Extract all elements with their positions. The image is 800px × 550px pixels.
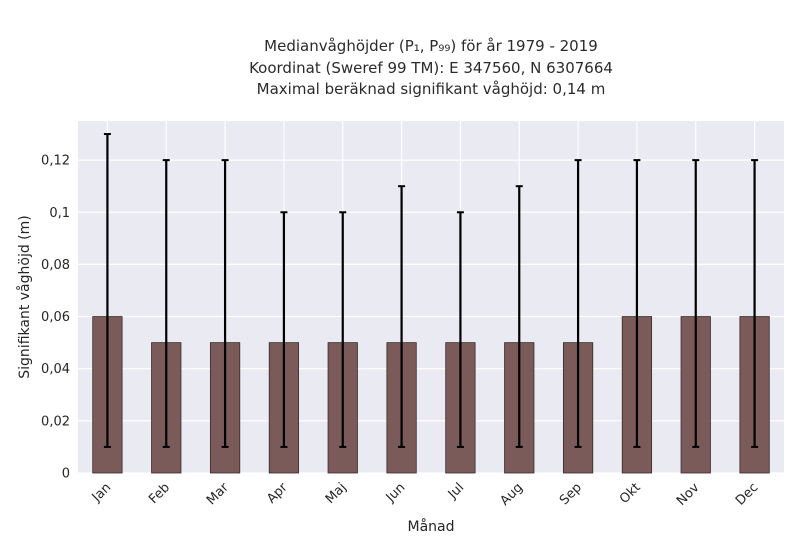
y-tick-label: 0,06 <box>41 310 70 325</box>
y-tick-label: 0,04 <box>41 362 70 377</box>
y-axis-ticks: 0 0,02 0,04 0,06 0,08 0,1 0,12 <box>41 154 70 482</box>
x-tick-label: Sep <box>557 480 585 508</box>
y-tick-label: 0,1 <box>49 206 70 221</box>
x-tick-label: Jul <box>445 480 467 502</box>
x-tick-label: Apr <box>264 480 291 507</box>
x-tick-label: Maj <box>323 480 350 507</box>
y-tick-label: 0,08 <box>41 258 70 273</box>
x-tick-label: Jan <box>89 480 114 505</box>
chart-title-line-2: Koordinat (Sweref 99 TM): E 347560, N 63… <box>249 59 613 77</box>
plot-area <box>78 121 784 473</box>
x-tick-label: Mar <box>204 480 232 508</box>
y-tick-label: 0 <box>62 467 70 482</box>
x-tick-label: Okt <box>617 480 644 507</box>
x-tick-label: Nov <box>674 480 703 509</box>
error-bars-group <box>103 133 759 448</box>
x-axis-label: Månad <box>408 518 455 535</box>
x-tick-label: Feb <box>146 480 173 507</box>
chart-title-line-3: Maximal beräknad signifikant våghöjd: 0,… <box>256 80 606 98</box>
x-tick-label: Dec <box>733 480 761 508</box>
chart-title-line-1: Medianvåghöjder (P₁, P₉₉) för år 1979 - … <box>264 37 598 55</box>
y-tick-label: 0,12 <box>41 154 70 169</box>
y-tick-label: 0,02 <box>41 414 70 429</box>
x-tick-label: Jun <box>383 480 409 506</box>
x-axis-ticks: Jan Feb Mar Apr Maj Jun Jul Aug Sep Okt Nov Dec <box>89 480 762 509</box>
x-tick-label: Aug <box>498 480 527 509</box>
y-axis-label: Signifikant våghöjd (m) <box>16 215 33 378</box>
